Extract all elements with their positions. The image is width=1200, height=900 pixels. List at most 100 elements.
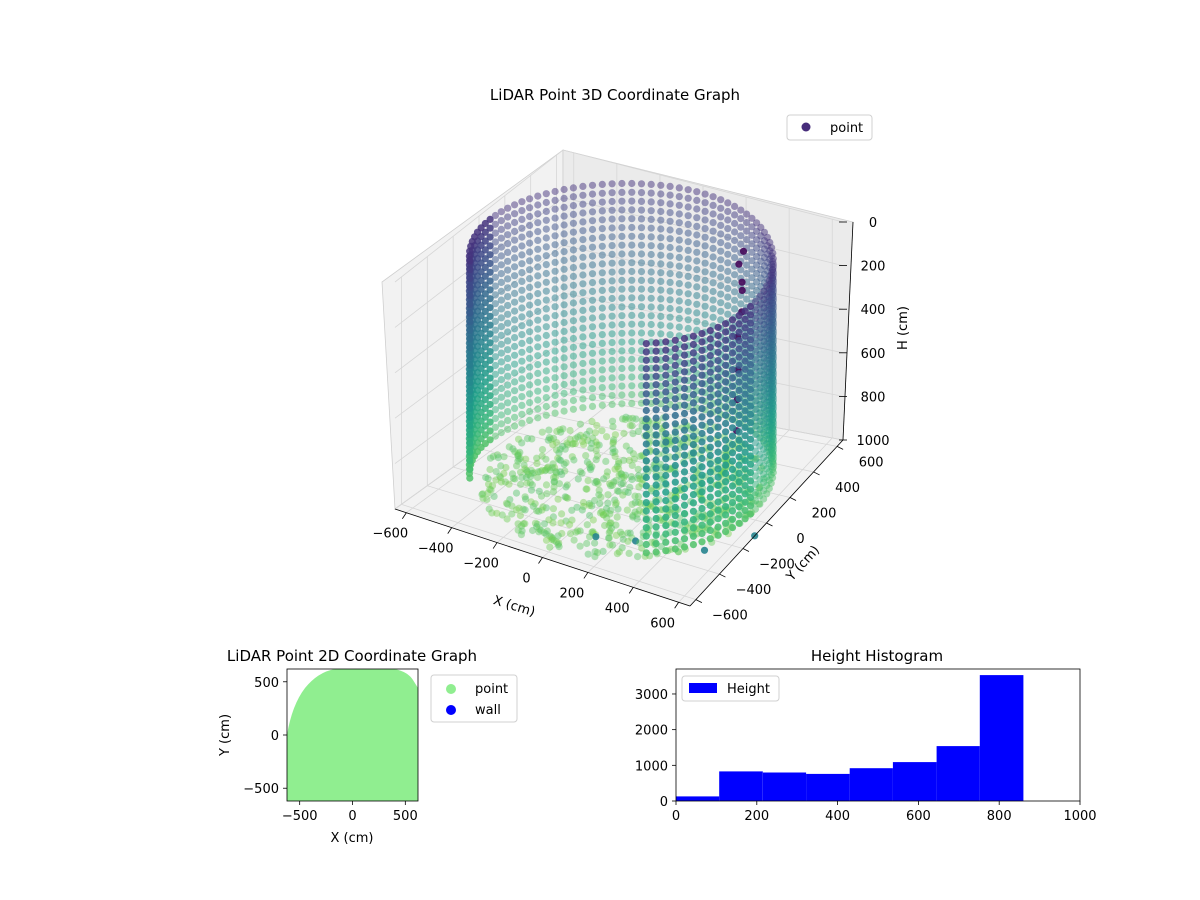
point-3d [579,395,587,403]
point-3d [466,396,474,404]
point-3d [609,438,617,446]
point-3d [689,365,698,374]
point-3d [652,439,660,447]
point-3d [526,390,534,398]
point-3d [517,480,525,488]
point-3d [556,426,564,434]
point-3d [554,495,562,503]
point-3d [579,262,587,270]
point-3d [735,378,743,386]
point-3d [684,246,692,254]
point-3d [636,452,644,460]
point-3d [701,242,709,250]
point-3d [528,481,536,489]
point-3d [609,445,617,453]
point-3d [533,523,541,531]
point-3d [631,492,639,500]
point-3d [675,245,683,253]
point-3d [642,365,650,373]
point-3d [722,320,730,328]
point-3d [628,338,636,346]
point-3d [631,499,639,507]
point-3d [486,312,494,320]
point-3d [671,436,679,445]
point-3d [558,470,566,478]
point-3d [542,349,550,357]
point-3d [693,205,701,213]
point-3d [724,310,732,318]
point-3d [538,452,546,460]
histogram-bars [676,675,1024,801]
point-3d [534,210,542,218]
point-3d [642,448,650,456]
point-3d [560,354,568,362]
point-3d [684,316,692,324]
point-3d [518,304,526,312]
point-3d [675,306,683,314]
point-3d [552,538,561,546]
point-3d [666,217,674,225]
point-3d [701,207,709,215]
point-3d [618,320,626,329]
point-3d [642,473,650,482]
point-3d [608,286,616,294]
point-3d [526,372,534,380]
point-3d [722,419,730,428]
point-3d [588,296,597,304]
y-tick-label-hist-3: 3000 [635,688,668,703]
point-3d [717,230,725,238]
point-3d [519,520,528,528]
point-3d [698,463,706,471]
point-3d [588,181,597,189]
point-3d [548,536,556,544]
point-3d [569,396,578,405]
point-3d [466,318,474,326]
point-3d [618,470,626,478]
point-3d [491,317,499,325]
point-3d [596,500,604,508]
points-2d-region [287,669,418,801]
x-tick-3d-4 [583,572,589,579]
point-3d [746,419,755,427]
point-3d [728,415,737,424]
x-tick-3d-0 [402,512,407,519]
point-3d [612,521,620,529]
point-3d [769,260,777,268]
point-3d [680,409,689,418]
point-3d [526,399,534,407]
point-3d [642,540,650,549]
point-3d [675,323,683,331]
point-3d [714,515,722,523]
point-3d [491,432,499,440]
point-3d [591,479,599,487]
point-3d [662,455,670,463]
point-3d [746,369,755,377]
point-3d [592,456,600,464]
point-3d [613,513,621,521]
point-3d [535,525,544,533]
point-3d [642,507,650,515]
point-3d [746,452,755,460]
point-3d [508,502,516,510]
point-3d [714,523,722,531]
point-3d [588,376,597,384]
point-3d [579,324,587,332]
legend-2d: point wall [430,674,518,723]
point-3d [601,521,609,530]
point-3d [588,502,596,510]
point-3d [479,490,487,498]
point-3d [572,528,580,536]
point-3d [527,466,535,474]
point-3d [652,473,660,481]
point-3d [642,515,650,524]
point-3d [618,391,626,399]
point-3d [666,270,674,278]
point-3d [693,214,701,222]
point-3d [569,388,578,396]
point-3d [618,544,626,552]
point-3d [491,300,499,308]
point-3d [518,313,526,321]
point-3d [666,182,674,190]
point-3d [504,500,512,508]
point-3d [526,239,534,247]
